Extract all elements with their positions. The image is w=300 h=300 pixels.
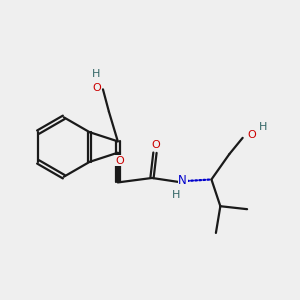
- Text: H: H: [92, 69, 100, 79]
- Text: O: O: [115, 156, 124, 166]
- Text: H: H: [259, 122, 267, 131]
- Text: H: H: [172, 190, 181, 200]
- Text: N: N: [178, 173, 187, 187]
- Text: O: O: [247, 130, 256, 140]
- Text: O: O: [92, 83, 101, 93]
- Text: O: O: [151, 140, 160, 150]
